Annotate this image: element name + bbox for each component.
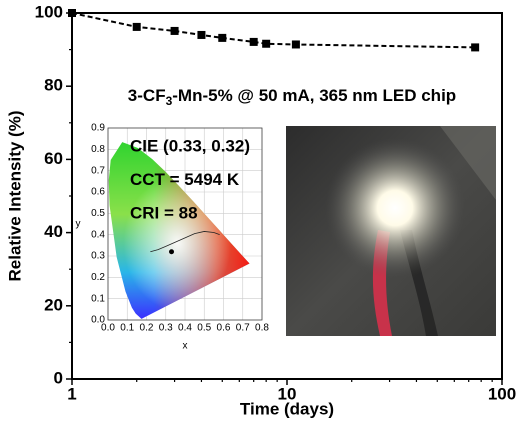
inset-y-tick-label: 0.9 <box>91 123 105 134</box>
inset-y-label: y <box>76 219 81 230</box>
plot-frame <box>71 12 503 380</box>
data-marker <box>262 39 271 48</box>
inset-x-tick-label: 0.0 <box>101 323 115 334</box>
data-marker <box>68 9 76 17</box>
x-tick-label: 1 <box>67 384 76 403</box>
data-marker <box>291 40 300 49</box>
inset-x-label: x <box>183 341 188 352</box>
data-marker <box>170 26 179 35</box>
y-tick-label: 40 <box>44 222 63 241</box>
inset-frame <box>107 127 263 321</box>
inset-y-tick-label: 0.7 <box>91 165 105 176</box>
y-tick-label: 80 <box>44 76 63 95</box>
x-tick-label: 10 <box>278 384 297 403</box>
inset-x-tick-label: 0.7 <box>236 323 250 334</box>
inset-x-tick-label: 0.6 <box>217 323 231 334</box>
data-marker <box>471 43 480 52</box>
y-tick-label: 0 <box>54 368 63 387</box>
inset-y-tick-label: 0.2 <box>91 272 105 283</box>
inset-y-tick-label: 0.8 <box>91 144 105 155</box>
inset-y-tick-label: 0.6 <box>91 187 105 198</box>
inset-y-tick-label: 0.3 <box>91 251 105 262</box>
inset-annotation: CIE (0.33, 0.32) <box>130 136 250 155</box>
inset-x-tick-label: 0.2 <box>140 323 154 334</box>
inset-x-tick-label: 0.1 <box>120 323 134 334</box>
data-marker <box>132 22 141 31</box>
inset-y-tick-label: 0.5 <box>91 208 105 219</box>
y-tick-label: 60 <box>44 149 63 168</box>
data-marker <box>218 33 227 42</box>
x-tick-label: 100 <box>488 384 516 403</box>
photo <box>286 126 496 336</box>
inset-x-tick-label: 0.4 <box>178 323 192 334</box>
data-line <box>71 12 476 49</box>
inset-y-tick-label: 0.0 <box>91 315 105 326</box>
y-axis-label: Relative Intensity (%) <box>5 111 24 282</box>
inset-x-tick-label: 0.5 <box>197 323 211 334</box>
x-axis-label: Time (days) <box>240 399 334 418</box>
y-tick-label: 20 <box>44 295 63 314</box>
inset-x-tick-label: 0.3 <box>159 323 173 334</box>
inset-annotation: CRI = 88 <box>130 203 198 222</box>
inset-y-tick-label: 0.1 <box>91 293 105 304</box>
inset-x-tick-label: 0.8 <box>255 323 269 334</box>
planckian-locus <box>150 231 220 253</box>
inset-y-tick-label: 0.4 <box>91 229 105 240</box>
data-marker <box>197 30 206 39</box>
inset-annotation: CCT = 5494 K <box>130 170 240 189</box>
annotation: 3-CF3-Mn-5% @ 50 mA, 365 nm LED chip <box>128 86 456 108</box>
y-tick-label: 100 <box>35 2 63 21</box>
cie-point <box>169 249 175 255</box>
data-marker <box>249 37 258 46</box>
